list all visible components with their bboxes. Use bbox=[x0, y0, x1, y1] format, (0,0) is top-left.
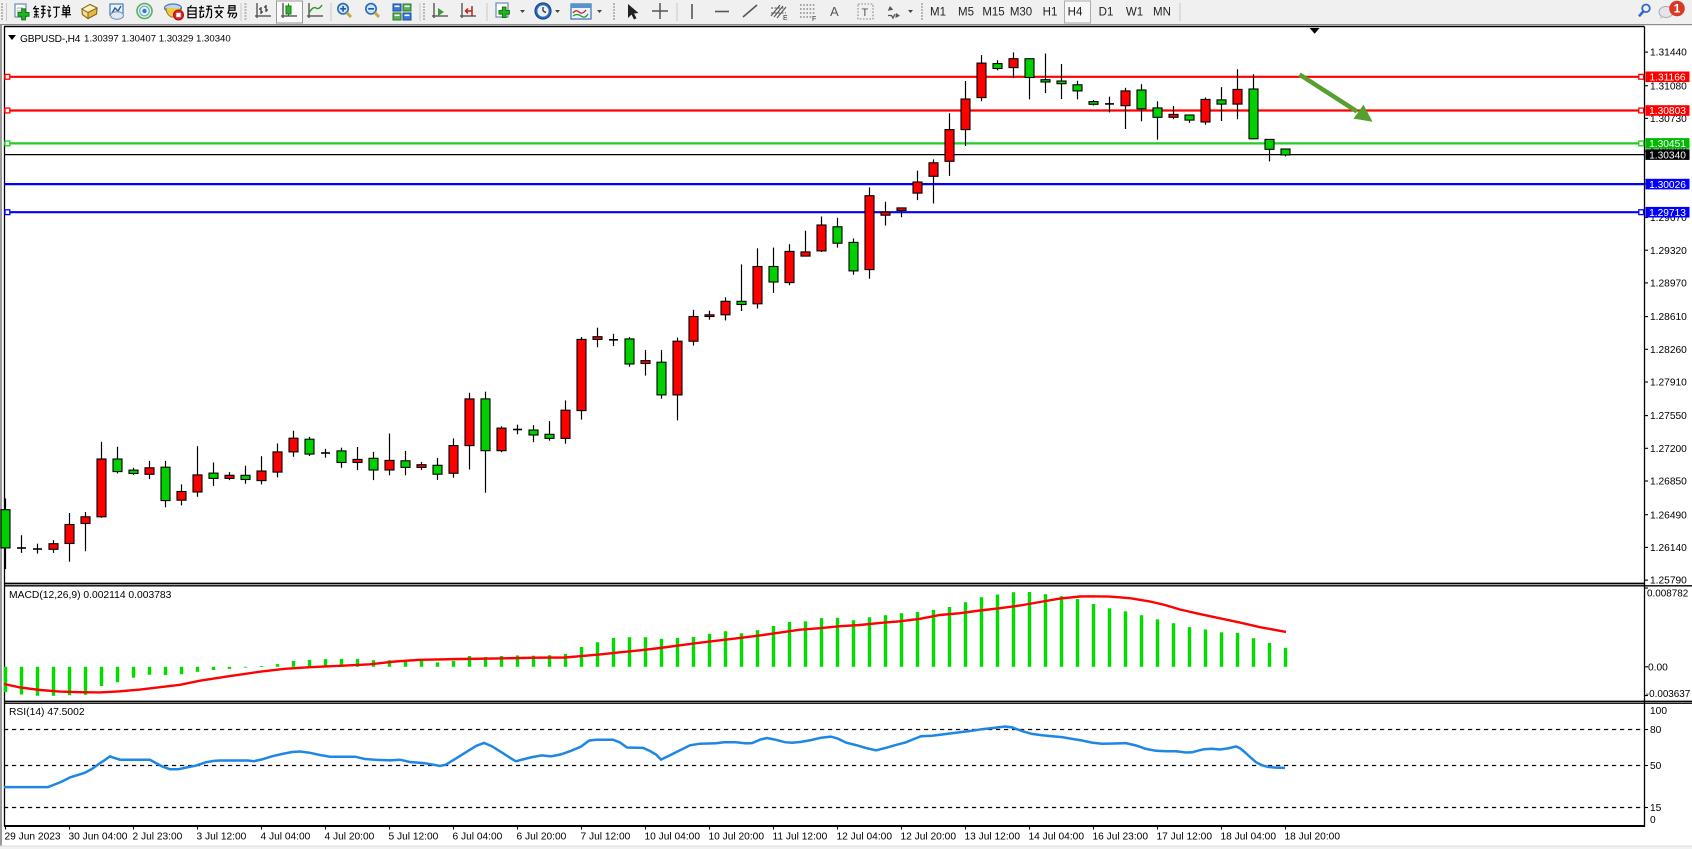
svg-text:0.008782: 0.008782 bbox=[1647, 589, 1688, 600]
svg-text:5 Jul 12:00: 5 Jul 12:00 bbox=[389, 831, 439, 842]
svg-text:RSI(14) 47.5002: RSI(14) 47.5002 bbox=[9, 707, 85, 718]
svg-text:F: F bbox=[812, 16, 816, 23]
svg-text:M30: M30 bbox=[1010, 7, 1032, 19]
svg-text:M1: M1 bbox=[930, 7, 946, 19]
svg-text:0.00: 0.00 bbox=[1648, 662, 1668, 673]
svg-text:1.28610: 1.28610 bbox=[1650, 312, 1687, 323]
svg-text:1.31166: 1.31166 bbox=[1649, 73, 1685, 84]
svg-text:1.26850: 1.26850 bbox=[1650, 477, 1687, 488]
svg-text:80: 80 bbox=[1650, 725, 1662, 736]
svg-text:30 Jun 04:00: 30 Jun 04:00 bbox=[69, 831, 128, 842]
svg-text:T: T bbox=[862, 7, 869, 19]
svg-text:M15: M15 bbox=[982, 7, 1004, 19]
svg-text:4 Jul 04:00: 4 Jul 04:00 bbox=[261, 831, 311, 842]
svg-text:18 Jul 04:00: 18 Jul 04:00 bbox=[1221, 831, 1277, 842]
svg-text:12 Jul 04:00: 12 Jul 04:00 bbox=[837, 831, 893, 842]
svg-text:29 Jun 2023: 29 Jun 2023 bbox=[5, 831, 61, 842]
svg-text:0: 0 bbox=[1650, 815, 1656, 826]
svg-text:1.27550: 1.27550 bbox=[1650, 411, 1687, 422]
svg-text:1.26490: 1.26490 bbox=[1650, 510, 1687, 521]
svg-text:16 Jul 23:00: 16 Jul 23:00 bbox=[1093, 831, 1149, 842]
svg-text:1.27200: 1.27200 bbox=[1650, 444, 1687, 455]
svg-text:10 Jul 04:00: 10 Jul 04:00 bbox=[645, 831, 701, 842]
svg-text:-0.003637: -0.003637 bbox=[1646, 689, 1690, 700]
svg-text:7 Jul 12:00: 7 Jul 12:00 bbox=[581, 831, 631, 842]
svg-text:17 Jul 12:00: 17 Jul 12:00 bbox=[1157, 831, 1213, 842]
svg-text:1.31080: 1.31080 bbox=[1650, 81, 1687, 92]
svg-text:1.29320: 1.29320 bbox=[1650, 246, 1687, 257]
svg-text:1.28970: 1.28970 bbox=[1650, 279, 1687, 290]
svg-text:18 Jul 20:00: 18 Jul 20:00 bbox=[1285, 831, 1341, 842]
svg-text:H4: H4 bbox=[1068, 7, 1083, 19]
svg-text:MN: MN bbox=[1153, 7, 1171, 19]
svg-text:1: 1 bbox=[1674, 2, 1681, 16]
svg-text:50: 50 bbox=[1650, 761, 1662, 772]
svg-text:1.31440: 1.31440 bbox=[1650, 48, 1687, 59]
svg-text:12 Jul 20:00: 12 Jul 20:00 bbox=[901, 831, 957, 842]
svg-text:6 Jul 04:00: 6 Jul 04:00 bbox=[453, 831, 503, 842]
svg-text:1.28260: 1.28260 bbox=[1650, 345, 1687, 356]
svg-text:1.30730: 1.30730 bbox=[1650, 114, 1687, 125]
svg-text:W1: W1 bbox=[1126, 7, 1143, 19]
svg-text:2 Jul 23:00: 2 Jul 23:00 bbox=[133, 831, 183, 842]
svg-text:14 Jul 04:00: 14 Jul 04:00 bbox=[1029, 831, 1085, 842]
svg-text:1.29713: 1.29713 bbox=[1649, 208, 1686, 219]
svg-text:100: 100 bbox=[1650, 706, 1667, 717]
svg-text:E: E bbox=[783, 15, 788, 22]
svg-text:1.30397 1.30407 1.30329 1.3034: 1.30397 1.30407 1.30329 1.30340 bbox=[84, 34, 231, 45]
svg-text:1.30340: 1.30340 bbox=[1649, 150, 1686, 161]
svg-text:15: 15 bbox=[1650, 803, 1662, 814]
svg-text:GBPUSD-,H4: GBPUSD-,H4 bbox=[20, 34, 81, 45]
svg-text:11 Jul 12:00: 11 Jul 12:00 bbox=[773, 831, 828, 842]
svg-text:6 Jul 20:00: 6 Jul 20:00 bbox=[517, 831, 567, 842]
svg-text:13 Jul 12:00: 13 Jul 12:00 bbox=[965, 831, 1021, 842]
svg-text:1.30451: 1.30451 bbox=[1649, 139, 1686, 150]
svg-text:M5: M5 bbox=[958, 7, 974, 19]
svg-text:1.25790: 1.25790 bbox=[1650, 576, 1687, 587]
svg-text:3 Jul 12:00: 3 Jul 12:00 bbox=[197, 831, 247, 842]
svg-text:A: A bbox=[830, 4, 839, 19]
svg-text:D1: D1 bbox=[1099, 7, 1114, 19]
svg-text:1.29670: 1.29670 bbox=[1650, 213, 1687, 224]
svg-text:1.27910: 1.27910 bbox=[1650, 378, 1687, 389]
svg-text:MACD(12,26,9) 0.002114 0.00378: MACD(12,26,9) 0.002114 0.003783 bbox=[9, 590, 172, 601]
svg-text:10 Jul 20:00: 10 Jul 20:00 bbox=[709, 831, 765, 842]
svg-text:1.26140: 1.26140 bbox=[1650, 543, 1687, 554]
svg-text:1.30803: 1.30803 bbox=[1649, 106, 1686, 117]
svg-text:1.30026: 1.30026 bbox=[1649, 180, 1686, 191]
svg-text:H1: H1 bbox=[1043, 7, 1058, 19]
svg-text:4 Jul 20:00: 4 Jul 20:00 bbox=[325, 831, 375, 842]
